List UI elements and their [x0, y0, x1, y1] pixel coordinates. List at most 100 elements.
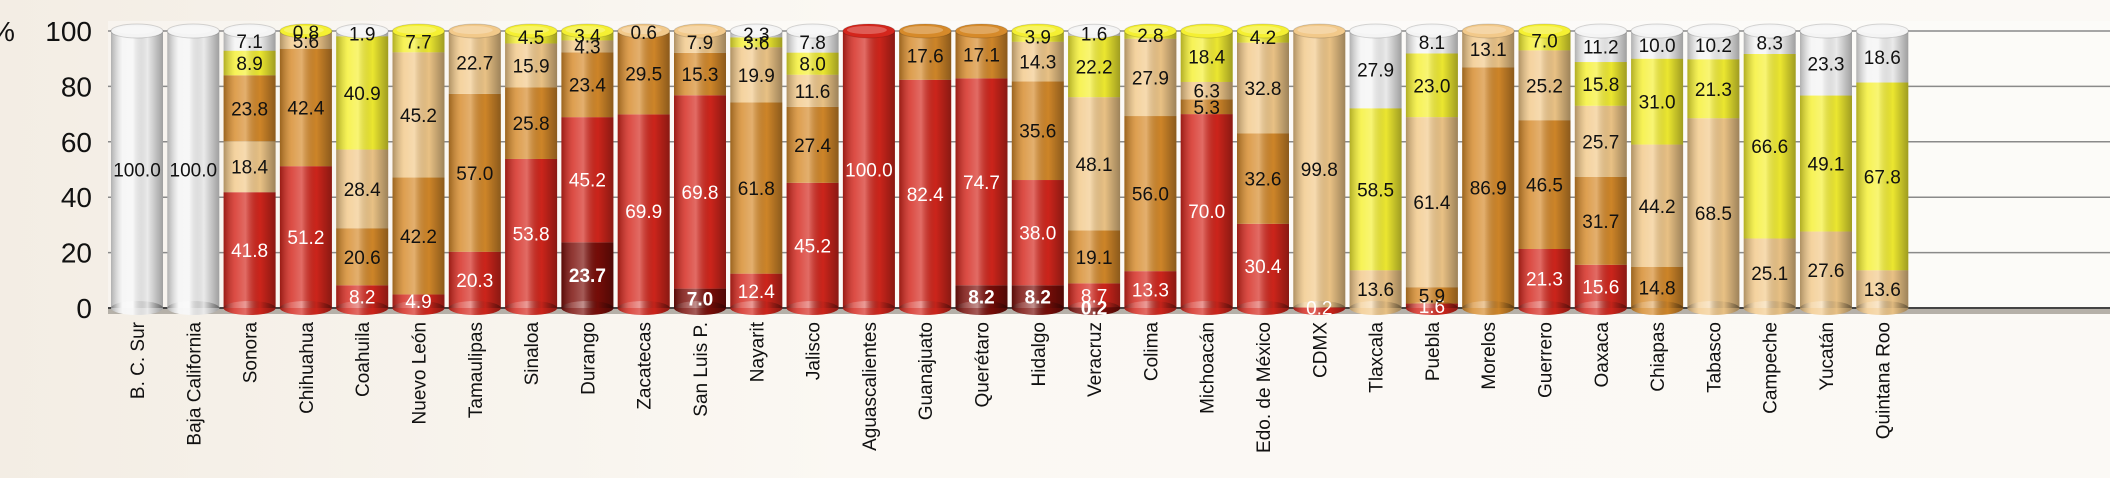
data-label: 19.1 — [1076, 248, 1113, 269]
bar-6: 20.3 57.0 22.7 — [448, 23, 502, 315]
bar-cap — [955, 23, 1008, 39]
x-tick-label: Jalisco — [804, 322, 825, 380]
bar-2: 41.8 18.4 23.8 8.97.1 — [223, 23, 277, 315]
bar-12: 45.2 27.4 11.6 8.07.8 — [786, 23, 840, 315]
bar-base-shade — [1631, 301, 1684, 315]
data-label: 22.2 — [1076, 57, 1113, 78]
bar-cap-highlight — [1522, 26, 1563, 34]
x-tick-label: Yucatán — [1817, 322, 1838, 391]
bar-shade — [1124, 31, 1177, 308]
data-label: 100.0 — [113, 161, 161, 182]
bar-cap-highlight — [1635, 26, 1676, 34]
x-tick-label: Colima — [1141, 322, 1162, 382]
data-label: 13.1 — [1470, 40, 1507, 61]
data-label: 8.9 — [236, 54, 262, 75]
data-label: 18.4 — [231, 158, 268, 179]
bar-13: 100.0 — [842, 23, 896, 315]
bar-0: 100.0 — [110, 23, 164, 315]
bar-cap-highlight — [846, 26, 887, 34]
data-label: 20.3 — [456, 271, 493, 292]
x-tick-label: San Luis P. — [691, 322, 712, 417]
bar-base-shade — [279, 301, 332, 315]
bar-base-shade — [730, 301, 783, 315]
bar-cap — [166, 23, 220, 39]
data-label: 21.3 — [1526, 269, 1563, 290]
bar-cap-highlight — [171, 26, 212, 34]
data-label: 7.1 — [236, 32, 262, 53]
bar-cap-highlight — [1691, 26, 1732, 34]
bar-22: 13.6 58.5 27.9 — [1349, 23, 1403, 315]
bar-shade — [336, 31, 389, 308]
bar-cap — [1067, 23, 1121, 39]
data-label: 35.6 — [1019, 122, 1056, 143]
data-label: 51.2 — [287, 228, 324, 249]
bar-cap — [1461, 23, 1515, 39]
x-tick-label: Zacatecas — [635, 322, 656, 410]
bar-base-shade — [1462, 301, 1515, 315]
bar-cap-highlight — [340, 26, 381, 34]
bar-cap — [560, 23, 614, 39]
bar-18: 13.3 56.0 27.9 2.8 — [1123, 23, 1177, 315]
data-label: 28.4 — [344, 180, 381, 201]
data-label: 5.6 — [293, 32, 319, 53]
data-label: 18.4 — [1188, 47, 1225, 68]
data-label: 23.8 — [231, 99, 268, 120]
bar-base-shade — [1687, 301, 1740, 315]
bar-base-shade — [1349, 301, 1402, 315]
y-axis: 0 20 40 60 80 100% — [0, 16, 92, 324]
y-tick-label: 40 — [61, 182, 92, 213]
bar-cap — [898, 23, 952, 39]
bar-cap-highlight — [1747, 26, 1788, 34]
bar-11: 12.4 61.8 19.9 3.62.3 — [729, 23, 783, 315]
data-label: 21.3 — [1695, 80, 1732, 101]
x-tick-label: Tlaxcala — [1367, 322, 1388, 393]
y-axis-label: % — [0, 16, 15, 47]
bar-8: 23.7 45.2 23.4 4.33.4 — [560, 23, 614, 315]
data-label: 3.9 — [1025, 27, 1051, 48]
bar-shade — [1405, 31, 1458, 308]
bar-cap-highlight — [959, 26, 1000, 34]
data-label: 22.7 — [456, 53, 493, 74]
data-label: 99.8 — [1301, 160, 1338, 181]
data-label: 7.0 — [687, 289, 713, 310]
data-label: 100.0 — [170, 161, 218, 182]
bar-base-shade — [1518, 301, 1571, 315]
data-label: 19.9 — [738, 66, 775, 87]
y-tick-label: 0 — [76, 293, 92, 324]
bar-shade — [1631, 31, 1684, 308]
bar-shade — [1574, 31, 1627, 308]
bar-shade — [730, 31, 783, 308]
bar-cap-highlight — [1297, 26, 1338, 34]
data-label: 13.6 — [1357, 280, 1394, 301]
bar-28: 68.5 21.3 10.2 — [1686, 23, 1740, 315]
data-label: 8.1 — [1419, 33, 1445, 54]
data-label: 30.4 — [1245, 257, 1282, 278]
bar-cap — [617, 23, 671, 39]
bar-shade — [955, 31, 1008, 308]
bar-base-shade — [111, 301, 163, 315]
data-label: 25.7 — [1582, 132, 1619, 153]
bar-shade — [1180, 31, 1233, 308]
data-label: 4.2 — [1250, 28, 1276, 49]
data-label: 42.4 — [287, 98, 324, 119]
bar-cap-highlight — [903, 26, 944, 34]
bar-cap — [842, 23, 896, 39]
data-label: 74.7 — [963, 173, 1000, 194]
bar-cap — [335, 23, 389, 39]
data-label: 69.8 — [682, 183, 719, 204]
data-label: 1.6 — [1081, 24, 1107, 45]
bar-26: 15.6 31.7 25.7 15.8 11.2 — [1574, 23, 1628, 315]
bar-base-shade — [1068, 301, 1121, 315]
x-tick-label: Baja California — [184, 322, 205, 446]
data-label: 32.8 — [1245, 79, 1282, 100]
bar-cap — [1743, 23, 1797, 39]
x-tick-label: Durango — [578, 322, 599, 395]
bar-base-shade — [167, 301, 220, 315]
data-label: 10.2 — [1695, 36, 1732, 57]
bar-cap — [1180, 23, 1234, 39]
bar-cap-highlight — [509, 26, 550, 34]
data-label: 82.4 — [907, 185, 944, 206]
data-label: 27.6 — [1808, 261, 1845, 282]
bar-cap-highlight — [396, 26, 437, 34]
